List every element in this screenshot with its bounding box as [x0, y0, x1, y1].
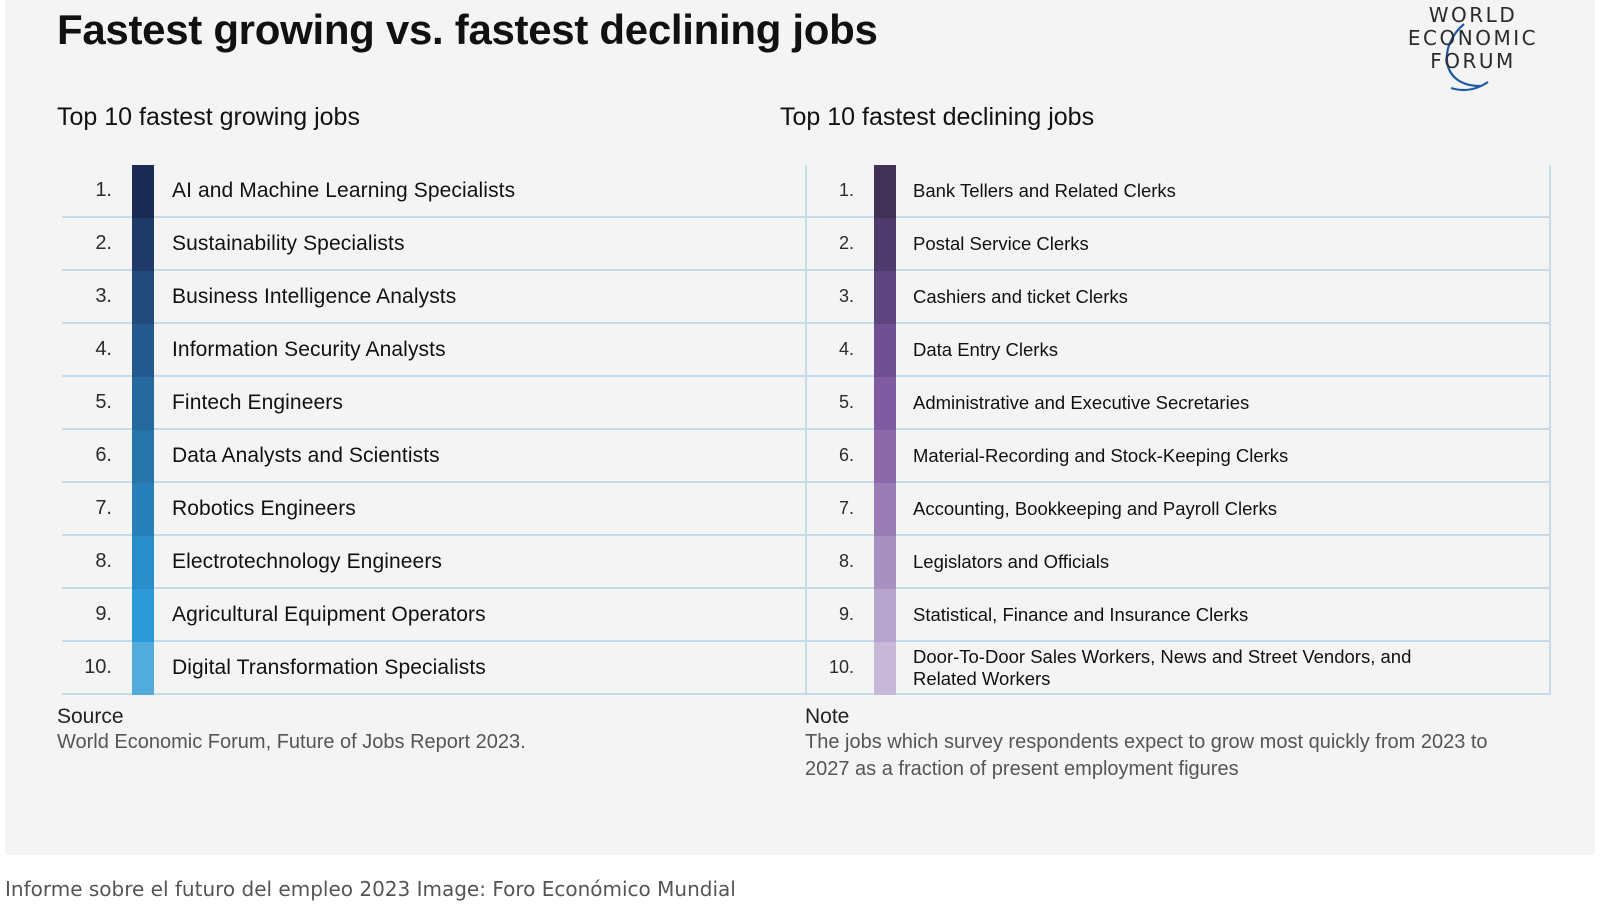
source-label: Source	[57, 705, 124, 728]
color-bar	[132, 324, 154, 377]
color-bar	[132, 430, 154, 483]
source-text: World Economic Forum, Future of Jobs Rep…	[57, 731, 526, 753]
growing-job-row: 5. Fintech Engineers	[62, 377, 806, 430]
growing-job-row: 6. Data Analysts and Scientists	[62, 430, 806, 483]
growing-job-row: 4. Information Security Analysts	[62, 324, 806, 377]
rank-number: 3.	[838, 286, 854, 306]
job-title: Administrative and Executive Secretaries	[913, 391, 1250, 413]
color-bar	[874, 271, 896, 324]
infographic-card: Fastest growing vs. fastest declining jo…	[5, 0, 1595, 855]
rank-number: 5.	[838, 392, 854, 412]
color-bar	[132, 483, 154, 536]
color-bar	[132, 165, 154, 218]
rank-number: 1.	[838, 180, 854, 200]
color-bar	[132, 218, 154, 271]
growing-heading: Top 10 fastest growing jobs	[57, 103, 360, 131]
rank-number: 8.	[838, 551, 854, 571]
declining-job-row: 7. Accounting, Bookkeeping and Payroll Cl…	[807, 483, 1549, 536]
declining-job-row: 10. Door-To-Door Sales Workers, News and …	[807, 642, 1549, 695]
rank-number: 7.	[95, 497, 112, 519]
job-title: AI and Machine Learning Specialists	[172, 178, 516, 202]
declining-heading: Top 10 fastest declining jobs	[780, 103, 1095, 131]
growing-job-row: 1. AI and Machine Learning Specialists	[62, 165, 806, 218]
color-bar	[132, 589, 154, 642]
rank-number: 9.	[95, 603, 112, 625]
job-title: Data Analysts and Scientists	[172, 443, 440, 467]
job-title: Robotics Engineers	[172, 496, 356, 520]
logo-arc-icon	[1445, 23, 1489, 92]
job-title: Digital Transformation Specialists	[172, 655, 486, 679]
growing-job-row: 3. Business Intelligence Analysts	[62, 271, 806, 324]
job-title: Electrotechnology Engineers	[172, 549, 443, 573]
rank-number: 10.	[828, 657, 854, 677]
job-title: Postal Service Clerks	[913, 232, 1089, 254]
growing-job-row: 10. Digital Transformation Specialists	[62, 642, 806, 695]
color-bar	[874, 642, 896, 695]
declining-jobs-list: 1. Bank Tellers and Related Clerks 2. Posta…	[805, 165, 1551, 695]
logo-line-1: WORLD	[1428, 3, 1518, 27]
job-title: Accounting, Bookkeeping and Payroll Cler…	[913, 497, 1278, 519]
color-bar	[874, 377, 896, 430]
color-bar	[132, 536, 154, 589]
growing-job-row: 2. Sustainability Specialists	[62, 218, 806, 271]
rank-number: 8.	[95, 550, 112, 572]
growing-jobs-list: 1. AI and Machine Learning Specialists 2. S…	[62, 165, 806, 695]
job-title: Information Security Analysts	[172, 337, 446, 361]
image-caption: Informe sobre el futuro del empleo 2023 …	[5, 877, 736, 901]
rank-number: 3.	[95, 285, 112, 307]
declining-job-row: 1. Bank Tellers and Related Clerks	[807, 165, 1549, 218]
declining-job-row: 2. Postal Service Clerks	[807, 218, 1549, 271]
logo-line-2: ECONOMIC	[1407, 26, 1539, 50]
job-title: Door-To-Door Sales Workers, News and Str…	[913, 645, 1412, 689]
color-bar	[874, 165, 896, 218]
note-text: The jobs which survey respondents expect…	[805, 731, 1488, 780]
job-title: Agricultural Equipment Operators	[172, 602, 486, 626]
declining-job-row: 5. Administrative and Executive Secretari…	[807, 377, 1549, 430]
color-bar	[874, 324, 896, 377]
declining-job-row: 4. Data Entry Clerks	[807, 324, 1549, 377]
color-bar	[874, 536, 896, 589]
job-title: Bank Tellers and Related Clerks	[913, 179, 1176, 201]
color-bar	[874, 218, 896, 271]
job-title: Legislators and Officials	[913, 550, 1110, 572]
rank-number: 10.	[84, 656, 112, 678]
job-title: Fintech Engineers	[172, 390, 343, 414]
job-title: Sustainability Specialists	[172, 231, 405, 255]
rank-number: 2.	[95, 232, 112, 254]
job-title: Data Entry Clerks	[913, 338, 1058, 360]
declining-job-row: 9. Statistical, Finance and Insurance Cle…	[807, 589, 1549, 642]
rank-number: 4.	[838, 339, 854, 359]
declining-job-row: 8. Legislators and Officials	[807, 536, 1549, 589]
note-label: Note	[805, 705, 850, 728]
color-bar	[874, 430, 896, 483]
rank-number: 6.	[95, 444, 112, 466]
job-title: Cashiers and ticket Clerks	[913, 285, 1128, 307]
rank-number: 2.	[838, 233, 854, 253]
job-title: Business Intelligence Analysts	[172, 284, 457, 308]
growing-job-row: 8. Electrotechnology Engineers	[62, 536, 806, 589]
wef-logo: WORLD ECONOMIC FORUM	[1398, 2, 1548, 92]
color-bar	[132, 271, 154, 324]
color-bar	[132, 377, 154, 430]
rank-number: 5.	[95, 391, 112, 413]
color-bar	[874, 483, 896, 536]
rank-number: 6.	[838, 445, 854, 465]
color-bar	[874, 589, 896, 642]
growing-job-row: 7. Robotics Engineers	[62, 483, 806, 536]
job-title: Statistical, Finance and Insurance Clerk…	[913, 603, 1249, 625]
rank-number: 4.	[95, 338, 112, 360]
declining-job-row: 6. Material-Recording and Stock-Keeping C…	[807, 430, 1549, 483]
color-bar	[132, 642, 154, 695]
page-title: Fastest growing vs. fastest declining jo…	[57, 6, 878, 53]
rank-number: 1.	[95, 179, 112, 201]
rank-number: 9.	[838, 604, 854, 624]
rank-number: 7.	[838, 498, 854, 518]
job-title: Material-Recording and Stock-Keeping Cle…	[913, 444, 1289, 466]
declining-job-row: 3. Cashiers and ticket Clerks	[807, 271, 1549, 324]
growing-job-row: 9. Agricultural Equipment Operators	[62, 589, 806, 642]
logo-line-3: FORUM	[1430, 49, 1516, 73]
